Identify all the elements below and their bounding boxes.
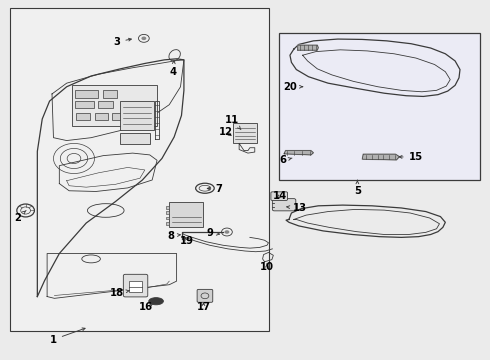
FancyBboxPatch shape [197, 289, 213, 302]
Bar [75, 101, 94, 108]
Text: 19: 19 [179, 236, 194, 246]
Text: 4: 4 [169, 61, 176, 77]
Bar [166, 222, 169, 225]
Bar [75, 90, 98, 98]
Bar [95, 113, 108, 120]
Text: 16: 16 [139, 302, 153, 312]
Text: 11: 11 [225, 115, 241, 130]
Text: 5: 5 [354, 180, 361, 196]
Text: 1: 1 [50, 328, 85, 345]
Polygon shape [362, 154, 399, 160]
Bar [166, 206, 169, 209]
Polygon shape [284, 150, 314, 155]
Bar [129, 281, 143, 292]
Bar [279, 33, 480, 180]
Bar [169, 202, 203, 227]
Text: 12: 12 [219, 127, 233, 137]
Bar [121, 133, 150, 144]
Bar [166, 217, 169, 220]
Text: 14: 14 [273, 191, 287, 201]
Polygon shape [298, 45, 319, 50]
Ellipse shape [149, 298, 163, 305]
Text: 17: 17 [196, 302, 211, 312]
Bar [166, 211, 169, 214]
Text: 2: 2 [14, 211, 26, 222]
FancyBboxPatch shape [123, 274, 148, 297]
Text: 8: 8 [167, 231, 180, 240]
Text: 10: 10 [260, 262, 274, 272]
Text: 15: 15 [399, 152, 423, 162]
Circle shape [142, 37, 147, 40]
Bar [98, 101, 113, 108]
Bar [10, 8, 270, 330]
Bar [72, 85, 157, 126]
FancyBboxPatch shape [271, 192, 288, 201]
Circle shape [224, 230, 229, 234]
Bar [112, 113, 126, 120]
Text: 13: 13 [287, 203, 307, 213]
Text: 6: 6 [279, 155, 292, 165]
Text: 7: 7 [207, 184, 222, 194]
Text: 3: 3 [114, 37, 131, 47]
Text: 20: 20 [283, 82, 302, 92]
Bar [121, 101, 154, 130]
Bar [103, 90, 117, 98]
Text: 18: 18 [110, 288, 129, 298]
Bar [76, 113, 90, 120]
Text: 9: 9 [206, 228, 220, 238]
FancyBboxPatch shape [272, 199, 296, 211]
Bar [233, 123, 257, 143]
